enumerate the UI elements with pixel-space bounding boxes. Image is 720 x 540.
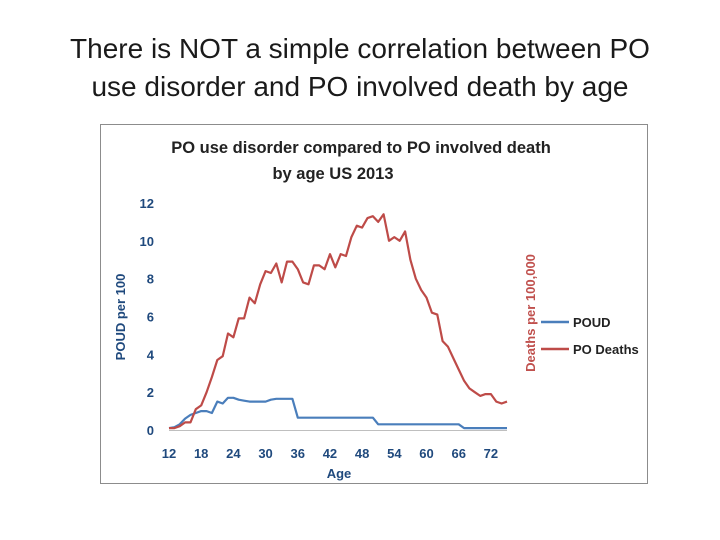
legend-label-po-deaths: PO Deaths (573, 342, 639, 357)
x-tick-label: 36 (291, 446, 305, 461)
x-tick-label: 42 (323, 446, 337, 461)
x-tick-label: 66 (451, 446, 465, 461)
y2-axis-label: Deaths per 100,000 (523, 254, 538, 372)
series-line-poud (168, 396, 507, 430)
x-tick-label: 24 (226, 446, 241, 461)
x-tick-label: 60 (419, 446, 433, 461)
legend-label-poud: POUD (573, 315, 611, 330)
slide-title-line-1: There is NOT a simple correlation betwee… (70, 33, 650, 64)
y-tick-label: 0 (147, 423, 154, 438)
x-tick-label: 18 (194, 446, 208, 461)
y-axis-label: POUD per 100 (113, 274, 128, 361)
y-tick-label: 10 (140, 234, 154, 249)
x-tick-label: 12 (162, 446, 176, 461)
x-tick-label: 30 (258, 446, 272, 461)
y-tick-label: 6 (147, 310, 154, 325)
x-tick-label: 54 (387, 446, 402, 461)
y-tick-label: 8 (147, 272, 154, 287)
slide-title-line-2: use disorder and PO involved death by ag… (91, 71, 629, 102)
x-axis-label: Age (327, 466, 352, 481)
chart-frame: PO use disorder compared to PO involved … (100, 124, 648, 484)
y-tick-label: 2 (147, 385, 154, 400)
legend: POUD PO Deaths (541, 315, 639, 357)
series-line-po-deaths (169, 213, 508, 430)
x-tick-label: 48 (355, 446, 369, 461)
x-tick-label: 72 (484, 446, 498, 461)
chart: PO use disorder compared to PO involved … (113, 139, 639, 481)
y-tick-label: 4 (147, 347, 155, 362)
chart-title-line-1: PO use disorder compared to PO involved … (171, 139, 551, 157)
slide-title: There is NOT a simple correlation betwee… (20, 30, 700, 106)
y-tick-label: 12 (140, 196, 154, 211)
chart-title-line-2: by age US 2013 (272, 165, 393, 183)
